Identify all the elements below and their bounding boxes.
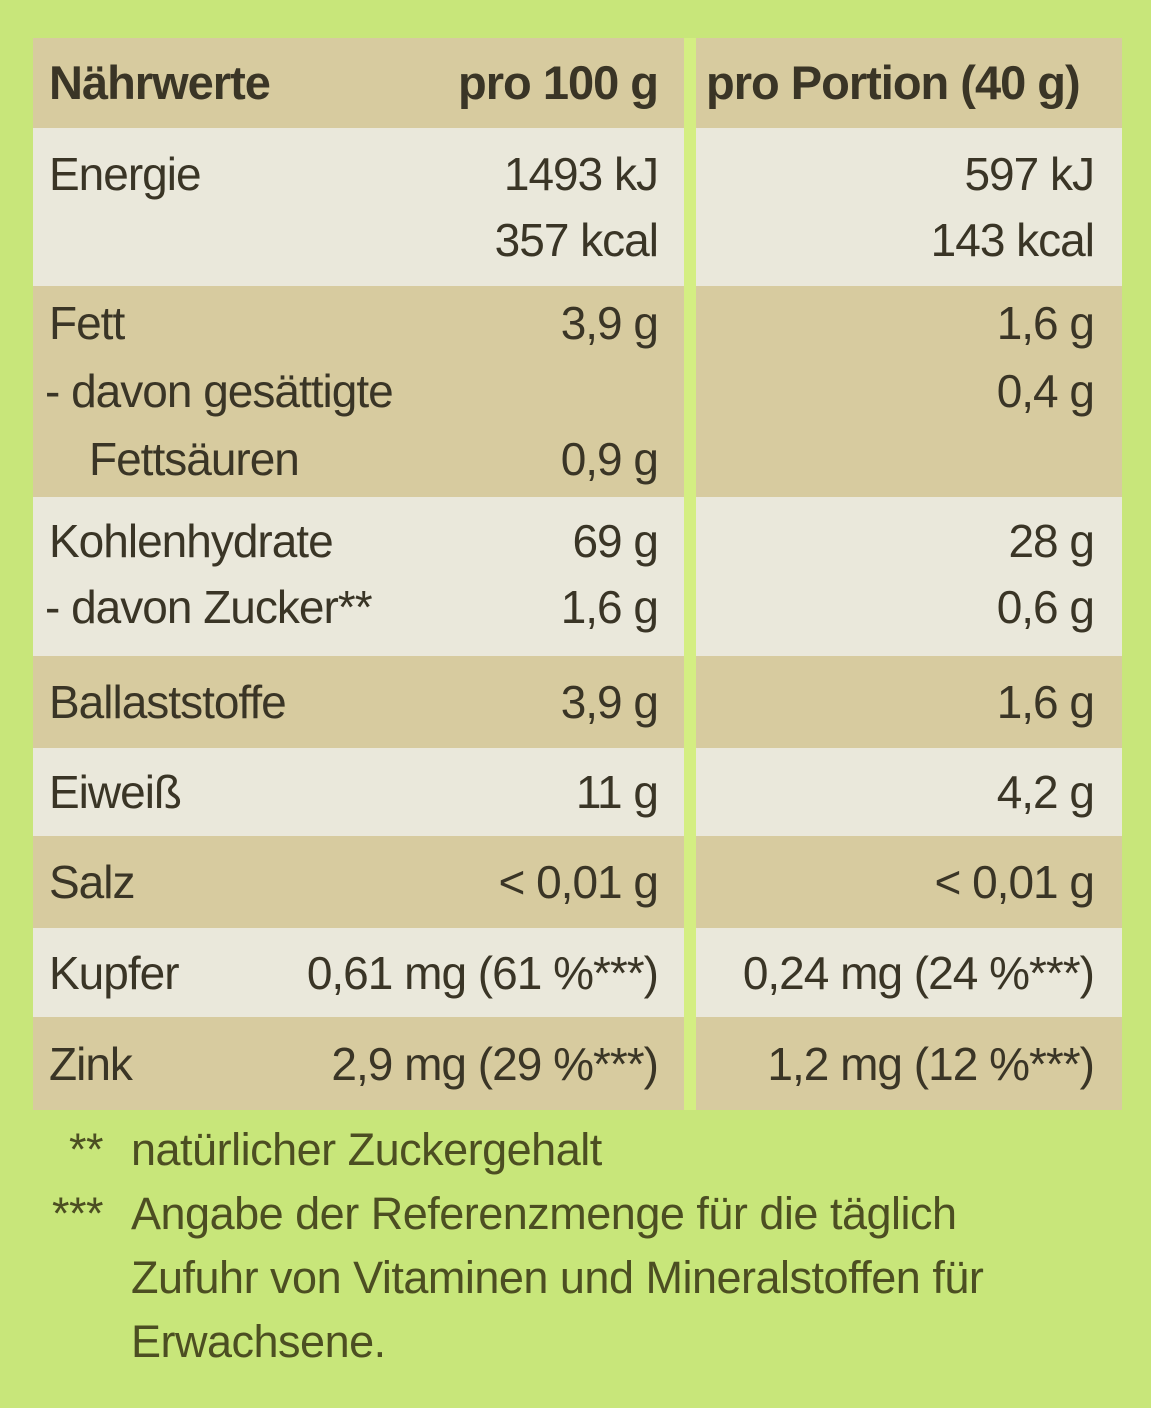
row-label: Fett xyxy=(49,297,125,349)
kupfer-portion-cell: 0,24 mg (24 %***) xyxy=(696,928,1122,1017)
row-subvalue-portion: 0,6 g xyxy=(996,581,1095,633)
column-divider xyxy=(684,497,696,656)
footnote-zucker: ** natürlicher Zuckergehalt xyxy=(33,1118,1123,1182)
row-sublabel-gesaettigte: - davon gesättigte xyxy=(45,365,394,417)
column-divider xyxy=(684,286,696,497)
row-sublabel-zucker: - davon Zucker** xyxy=(45,581,373,633)
table-row-eiweiss: Eiweiß 11 g 4,2 g xyxy=(33,748,1122,836)
zink-portion-cell: 1,2 mg (12 %***) xyxy=(696,1017,1122,1110)
footnote-referenzmenge: *** Angabe der Referenzmenge für die täg… xyxy=(33,1182,1123,1374)
nutrition-table: Nährwerte pro 100 g pro Portion (40 g) E… xyxy=(33,38,1122,1110)
header-left-cell: Nährwerte pro 100 g xyxy=(33,38,684,128)
row-value-portion-kj: 597 kJ xyxy=(964,148,1095,200)
eiweiss-portion-cell: 4,2 g xyxy=(696,748,1122,836)
fett-per100-cell: Fett 3,9 g - davon gesättigte Fettsäuren… xyxy=(33,286,684,497)
row-label: Zink xyxy=(49,1037,133,1090)
row-value-portion: 1,2 mg (12 %***) xyxy=(767,1037,1095,1090)
kupfer-per100-cell: Kupfer 0,61 mg (61 %***) xyxy=(33,928,684,1017)
row-label: Salz xyxy=(49,856,135,908)
row-label: Ballaststoffe xyxy=(49,676,287,728)
row-value-portion: 4,2 g xyxy=(996,766,1095,818)
footnote-text: Angabe der Referenzmenge für die täglich… xyxy=(131,1188,984,1367)
column-divider xyxy=(684,836,696,928)
footnote-marker: *** xyxy=(51,1188,104,1239)
table-row-zink: Zink 2,9 mg (29 %***) 1,2 mg (12 %***) xyxy=(33,1017,1122,1110)
table-row-salz: Salz < 0,01 g < 0,01 g xyxy=(33,836,1122,928)
row-label: Energie xyxy=(49,148,202,200)
row-value-per100: 3,9 g xyxy=(560,297,659,349)
row-value-per100: 3,9 g xyxy=(560,676,659,728)
kohlenhydrate-per100-cell: Kohlenhydrate 69 g - davon Zucker** 1,6 … xyxy=(33,497,684,656)
row-value-portion: 0,24 mg (24 %***) xyxy=(742,946,1095,999)
table-row-fett: Fett 3,9 g - davon gesättigte Fettsäuren… xyxy=(33,286,1122,497)
col-header-per-100g: pro 100 g xyxy=(458,56,659,109)
table-row-ballaststoffe: Ballaststoffe 3,9 g 1,6 g xyxy=(33,656,1122,748)
row-value-per100: 69 g xyxy=(572,515,659,567)
table-row-energie: Energie 1493 kJ 357 kcal 597 kJ 143 kcal xyxy=(33,128,1122,286)
row-value-portion: 28 g xyxy=(1008,515,1095,567)
column-divider xyxy=(684,656,696,748)
row-label: Kupfer xyxy=(49,946,180,999)
column-divider xyxy=(684,128,696,286)
zink-per100-cell: Zink 2,9 mg (29 %***) xyxy=(33,1017,684,1110)
row-value-portion-kcal: 143 kcal xyxy=(930,214,1095,266)
salz-portion-cell: < 0,01 g xyxy=(696,836,1122,928)
table-row-kupfer: Kupfer 0,61 mg (61 %***) 0,24 mg (24 %**… xyxy=(33,928,1122,1017)
row-value-per100-kcal: 357 kcal xyxy=(494,214,659,266)
energie-per100-cell: Energie 1493 kJ 357 kcal xyxy=(33,128,684,286)
row-label: Kohlenhydrate xyxy=(49,515,334,567)
table-title: Nährwerte xyxy=(49,56,271,109)
row-value-per100: 2,9 mg (29 %***) xyxy=(331,1037,659,1090)
ballaststoffe-per100-cell: Ballaststoffe 3,9 g xyxy=(33,656,684,748)
row-sublabel-fettsaeuren: Fettsäuren xyxy=(89,433,300,485)
row-subvalue-per100: 0,9 g xyxy=(560,433,659,485)
column-divider xyxy=(684,928,696,1017)
kohlenhydrate-portion-cell: 28 g 0,6 g xyxy=(696,497,1122,656)
row-value-per100-kj: 1493 kJ xyxy=(503,148,659,200)
row-subvalue-portion: 0,4 g xyxy=(996,365,1095,417)
column-divider xyxy=(684,748,696,836)
energie-portion-cell: 597 kJ 143 kcal xyxy=(696,128,1122,286)
footnote-text: natürlicher Zuckergehalt xyxy=(131,1124,602,1175)
eiweiss-per100-cell: Eiweiß 11 g xyxy=(33,748,684,836)
row-value-per100: 11 g xyxy=(575,766,659,818)
salz-per100-cell: Salz < 0,01 g xyxy=(33,836,684,928)
footnotes: ** natürlicher Zuckergehalt *** Angabe d… xyxy=(33,1118,1123,1374)
row-value-portion: < 0,01 g xyxy=(934,856,1095,908)
column-divider xyxy=(684,38,696,128)
table-row-kohlenhydrate: Kohlenhydrate 69 g - davon Zucker** 1,6 … xyxy=(33,497,1122,656)
row-value-portion: 1,6 g xyxy=(996,297,1095,349)
column-divider xyxy=(684,1017,696,1110)
row-value-portion: 1,6 g xyxy=(996,676,1095,728)
footnote-marker: ** xyxy=(68,1124,104,1175)
row-label: Eiweiß xyxy=(49,766,182,818)
col-header-per-portion: pro Portion (40 g) xyxy=(706,56,1081,109)
header-right-cell: pro Portion (40 g) xyxy=(696,38,1122,128)
fett-portion-cell: 1,6 g 0,4 g xyxy=(696,286,1122,497)
row-subvalue-per100: 1,6 g xyxy=(560,581,659,633)
table-header-row: Nährwerte pro 100 g pro Portion (40 g) xyxy=(33,38,1122,128)
ballaststoffe-portion-cell: 1,6 g xyxy=(696,656,1122,748)
row-value-per100: 0,61 mg (61 %***) xyxy=(306,946,659,999)
row-value-per100: < 0,01 g xyxy=(498,856,659,908)
